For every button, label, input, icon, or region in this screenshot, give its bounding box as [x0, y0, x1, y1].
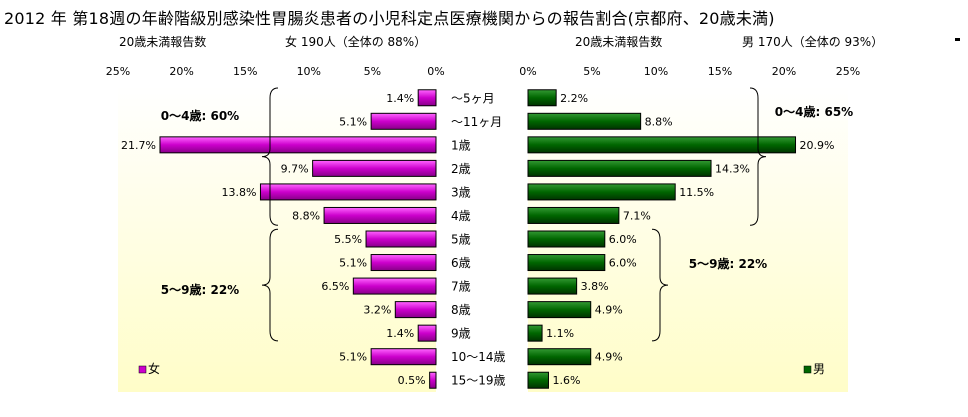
male-data-label: 1.6% — [552, 374, 580, 387]
male-data-label: 14.3% — [715, 162, 750, 175]
female-data-label: 1.4% — [386, 92, 414, 105]
left-x-tick-label: 20% — [169, 65, 193, 78]
right-x-tick-label: 5% — [583, 65, 600, 78]
female-bar — [370, 254, 437, 272]
right-x-tick-label: 20% — [772, 65, 796, 78]
category-label: 〜5ヶ月 — [451, 91, 495, 105]
male-bar — [527, 371, 549, 389]
right-x-tick-label: 10% — [644, 65, 668, 78]
male-bar — [527, 112, 642, 130]
left-x-tick-label: 15% — [233, 65, 257, 78]
category-label: 2歳 — [451, 162, 471, 176]
male-data-label: 20.9% — [800, 139, 835, 152]
male-data-label: 1.1% — [546, 327, 574, 340]
female-data-label: 1.4% — [386, 327, 414, 340]
female-data-label: 3.2% — [363, 304, 391, 317]
category-label: 5歳 — [451, 233, 471, 247]
male-bar — [527, 254, 606, 272]
male-bar — [527, 348, 592, 366]
category-label: 10〜14歳 — [451, 350, 506, 364]
female-data-label: 8.8% — [292, 209, 320, 222]
male-bar — [527, 301, 592, 319]
male-bar — [527, 206, 620, 224]
female-data-label: 9.7% — [281, 162, 309, 175]
left-report-summary: 女 190人（全体の 88%） — [285, 35, 427, 49]
male-bar — [527, 230, 606, 248]
female-data-label: 5.5% — [334, 233, 362, 246]
male-data-label: 11.5% — [679, 186, 714, 199]
female-brace-0-4 — [261, 87, 279, 226]
male-bar — [527, 136, 797, 154]
category-label: 7歳 — [451, 280, 471, 294]
left-x-tick-label: 25% — [106, 65, 130, 78]
female-bar — [370, 348, 437, 366]
female-bar — [159, 136, 437, 154]
female-bar — [417, 89, 437, 107]
male-data-label: 7.1% — [623, 209, 651, 222]
category-label: 1歳 — [451, 138, 471, 152]
female-data-label: 5.1% — [339, 115, 367, 128]
male-data-label: 6.0% — [609, 257, 637, 270]
male-data-label: 4.9% — [595, 304, 623, 317]
male-data-label: 8.8% — [645, 115, 673, 128]
female-data-label: 21.7% — [121, 139, 156, 152]
category-label: 9歳 — [451, 327, 471, 341]
left-report-label: 20歳未満報告数 — [119, 35, 207, 49]
female-brace-5-9 — [261, 228, 279, 342]
right-report-summary: 男 170人（全体の 93%） — [742, 35, 884, 49]
female-group-annotation: 5〜9歳: 22% — [161, 282, 239, 297]
female-group-annotation: 0〜4歳: 60% — [161, 108, 239, 123]
female-bar — [417, 324, 437, 342]
right-x-tick-label: 15% — [708, 65, 732, 78]
right-x-tick-label: 0% — [519, 65, 536, 78]
female-bar — [370, 112, 437, 130]
male-bar — [527, 159, 712, 177]
female-data-label: 6.5% — [321, 280, 349, 293]
right-x-tick-label: 25% — [836, 65, 860, 78]
left-x-tick-label: 10% — [297, 65, 321, 78]
male-legend-swatch — [803, 365, 812, 374]
female-legend-swatch — [138, 365, 147, 374]
left-x-tick-label: 5% — [364, 65, 381, 78]
male-group-annotation: 5〜9歳: 22% — [689, 256, 767, 271]
male-bar — [527, 324, 543, 342]
chart-title: 2012 年 第18週の年齢階級別感染性胃腸炎患者の小児科定点医療機関からの報告… — [4, 9, 775, 28]
female-bar — [394, 301, 437, 319]
male-group-annotation: 0〜4歳: 65% — [775, 104, 853, 119]
category-label: 8歳 — [451, 303, 471, 317]
category-label: 15〜19歳 — [451, 374, 506, 388]
female-bar — [429, 371, 437, 389]
female-bar — [365, 230, 437, 248]
male-data-label: 2.2% — [560, 92, 588, 105]
male-brace-5-9 — [651, 228, 669, 342]
male-bar — [527, 183, 676, 201]
female-bar — [312, 159, 437, 177]
female-bar — [352, 277, 437, 295]
female-data-label: 5.1% — [339, 257, 367, 270]
female-bar — [259, 183, 437, 201]
category-label: 6歳 — [451, 256, 471, 270]
female-data-label: 5.1% — [339, 351, 367, 364]
female-bar — [323, 206, 437, 224]
male-brace-0-4 — [749, 87, 767, 226]
male-legend-label: 男 — [813, 362, 825, 376]
male-data-label: 6.0% — [609, 233, 637, 246]
male-bar — [527, 89, 557, 107]
category-label: 〜11ヶ月 — [451, 115, 502, 129]
female-data-label: 13.8% — [222, 186, 257, 199]
male-bar — [527, 277, 578, 295]
male-data-label: 4.9% — [595, 351, 623, 364]
female-data-label: 0.5% — [398, 374, 426, 387]
category-label: 4歳 — [451, 209, 471, 223]
male-data-label: 3.8% — [581, 280, 609, 293]
left-x-tick-label: 0% — [427, 65, 444, 78]
category-label: 3歳 — [451, 185, 471, 199]
right-report-label: 20歳未満報告数 — [575, 35, 663, 49]
female-legend-label: 女 — [148, 361, 160, 376]
corner-mark — [955, 38, 960, 41]
